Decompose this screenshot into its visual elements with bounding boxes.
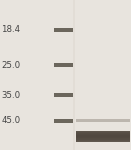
Text: 35.0: 35.0 (1, 91, 20, 100)
Bar (76, 138, 130, 139)
Bar (76, 135, 130, 136)
Bar (54, 93, 73, 97)
Bar (76, 136, 130, 137)
Bar (76, 134, 130, 135)
Bar (76, 132, 130, 133)
Text: 45.0: 45.0 (1, 116, 20, 125)
Bar (76, 137, 130, 138)
Bar (76, 119, 130, 122)
Bar (76, 140, 130, 141)
Bar (76, 133, 130, 134)
Bar (54, 63, 73, 67)
Bar (76, 139, 130, 140)
Bar (54, 28, 73, 32)
Bar (54, 119, 73, 123)
Text: 25.0: 25.0 (1, 61, 20, 70)
Text: 18.4: 18.4 (1, 26, 20, 34)
Bar (76, 131, 130, 132)
Bar (76, 141, 130, 142)
